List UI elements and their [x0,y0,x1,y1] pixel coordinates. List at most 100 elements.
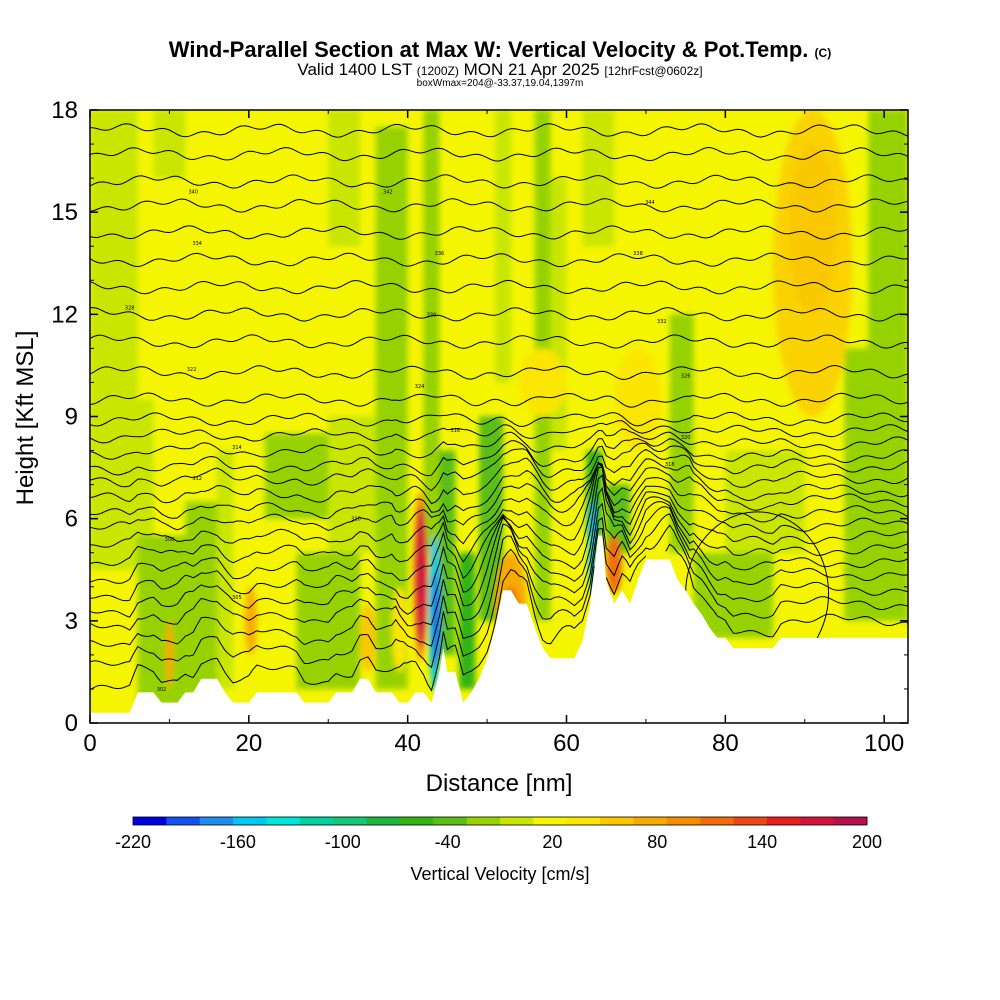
y-tick-label: 3 [65,608,78,635]
isentrope-line [90,502,908,631]
isentrope-line [90,307,908,322]
x-tick-label: 100 [864,730,904,757]
contour-labels: 302 305 308 310 312 314 316 318 320 322 324 326 328 3… [125,190,690,693]
colorbar-title: Vertical Velocity [cm/s] [410,864,589,884]
colorbar: -220 -160 -100 -40 20 80 140 200 [115,816,882,852]
isentrope-label: 326 [681,374,691,380]
colorbar-swatch [233,817,267,825]
isentrope-label: 342 [383,190,393,196]
x-axis-label: Distance [nm] [426,770,573,797]
x-tick-label: 0 [83,730,96,757]
x-tick-label: 20 [235,730,262,757]
isentrope-line [90,461,908,566]
colorbar-tick-label: -100 [325,832,361,852]
isentrope-label: 302 [157,687,167,693]
isentrope-label: 332 [657,319,667,325]
w-updraft [391,586,408,672]
isentrope-label: 308 [165,537,175,543]
y-axis: 0 3 6 9 12 15 18 [51,97,908,737]
colorbar-tick-label: 20 [542,832,562,852]
isentrope-line [90,442,908,492]
colorbar-swatch [600,817,634,825]
isentrope-line [90,198,908,213]
w-max-core [415,505,428,648]
isentrope-label: 340 [188,190,198,196]
isentrope-label: 310 [351,517,361,523]
colorbar-swatch [466,817,501,825]
isentrope-line [90,334,908,349]
colorbar-swatch [533,817,568,825]
isentrope-label: 334 [192,241,202,247]
isentrope-line [90,123,908,138]
w-region [423,110,440,553]
colorbar-swatch [366,817,401,825]
colorbar-swatch [633,817,668,825]
isentrope-label: 338 [633,251,643,257]
w-region [669,314,694,553]
isentrope-line [90,411,908,428]
colorbar-tick-label: 80 [647,832,667,852]
isentrope-label: 314 [232,445,242,451]
colorbar-swatch [133,817,167,825]
isentrope-line [90,461,908,548]
isentrope-line [90,420,908,444]
y-tick-label: 18 [51,97,78,124]
isentrope-line [90,466,908,584]
w-region [844,348,908,621]
isentrope-line [90,524,908,669]
w-updraft [788,144,837,315]
isentrope-line [90,462,908,531]
isentrope-line [90,513,908,647]
colorbar-swatch [166,817,201,825]
w-updraft [165,620,174,689]
w-region [725,450,805,553]
y-tick-label: 0 [65,710,78,737]
colorbar-swatch [500,817,534,825]
isentrope-line [90,474,908,602]
colorbar-swatch [433,817,468,825]
isentrope-label: 324 [415,384,425,390]
w-region [328,416,384,553]
colorbar-swatch [833,817,868,825]
isentrope-line [90,174,908,189]
isentrope-line [90,486,908,618]
colorbar-swatch [266,817,301,825]
w-region [153,110,186,179]
w-updraft [606,535,623,594]
y-tick-label: 15 [51,199,78,226]
w-updraft [244,586,257,655]
isentrope-line [90,438,908,477]
isentrope-label: 344 [645,200,655,206]
colorbar-swatch [733,817,768,825]
colorbar-swatch [399,817,434,825]
colorbar-tick-label: -40 [435,832,461,852]
colorbar-swatch [566,817,601,825]
colorbar-swatch [333,817,368,825]
terrain-mask [90,535,908,723]
isentrope-label: 316 [451,428,461,434]
x-tick-label: 40 [394,730,421,757]
isentrope-label: 330 [427,312,437,318]
isentrope-label: 336 [435,251,445,257]
isentrope-line [90,146,908,162]
w-updraft [518,348,567,417]
isentrope-label: 312 [192,476,202,482]
w-updraft [614,348,662,451]
isentrope-line [90,252,908,268]
isentrope-label: 320 [681,435,691,441]
colorbar-swatch [700,817,735,825]
isentrope-label: 322 [187,367,197,373]
isentrope-line [90,543,908,692]
isentrope-line [90,428,908,460]
isentrope-label: 305 [232,595,242,601]
y-tick-label: 12 [51,301,78,328]
colorbar-swatch [666,817,701,825]
chart-title: Wind-Parallel Section at Max W: Vertical… [168,37,832,62]
chart-valid-time: Valid 1400 LST (1200Z) MON 21 Apr 2025 [… [297,60,703,79]
y-tick-label: 6 [65,506,78,533]
colorbar-frame [132,816,868,826]
w-updraft [360,603,376,672]
isentrope-label: 318 [665,462,675,468]
colorbar-tick-label: 140 [747,832,777,852]
